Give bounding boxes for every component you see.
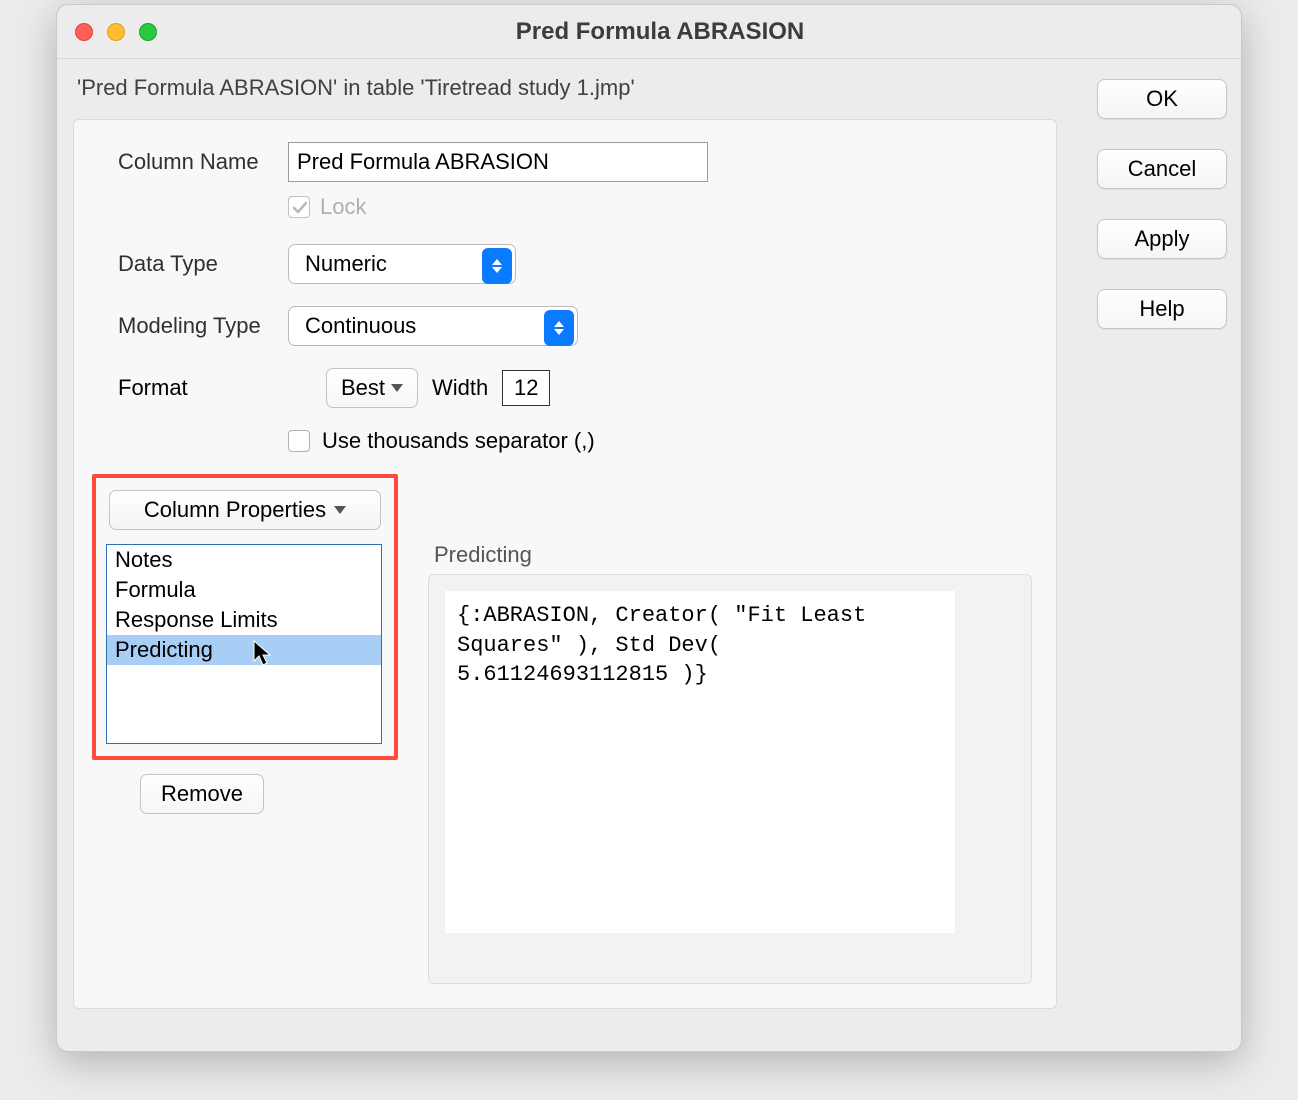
predicting-panel: {:ABRASION, Creator( "Fit Least Squares"… [428,574,1032,984]
modeling-type-label: Modeling Type [118,313,288,339]
action-buttons: OK Cancel Apply Help [1097,75,1227,1009]
check-icon [291,199,309,217]
lock-checkbox[interactable] [288,196,310,218]
format-controls: Best Width [326,368,550,408]
row-format: Format Best Width [118,368,1032,408]
close-icon[interactable] [75,23,93,41]
width-input[interactable] [502,370,550,406]
format-label: Format [118,375,288,401]
chevron-down-icon [391,384,403,392]
list-item-label: Formula [115,577,196,603]
dialog-window: Pred Formula ABRASION 'Pred Formula ABRA… [56,4,1242,1052]
list-item-label: Notes [115,547,172,573]
list-item[interactable]: Response Limits [107,605,381,635]
main-panel: Column Name Lock Data Type Numeric [73,119,1057,1009]
chevron-down-icon [334,506,346,514]
row-column-name: Column Name [118,142,1032,182]
data-type-select[interactable]: Numeric [288,244,516,284]
column-properties-button[interactable]: Column Properties [109,490,381,530]
window-title: Pred Formula ABRASION [97,18,1223,46]
help-label: Help [1139,296,1184,322]
apply-button[interactable]: Apply [1097,219,1227,259]
cancel-button[interactable]: Cancel [1097,149,1227,189]
predicting-content[interactable]: {:ABRASION, Creator( "Fit Least Squares"… [445,591,955,933]
row-data-type: Data Type Numeric [118,244,1032,284]
modeling-type-select[interactable]: Continuous [288,306,578,346]
select-arrows-icon [482,248,512,284]
help-button[interactable]: Help [1097,289,1227,329]
cursor-icon [252,639,276,667]
column-name-input[interactable] [288,142,708,182]
column-name-label: Column Name [118,149,288,175]
titlebar: Pred Formula ABRASION [57,5,1241,59]
list-item[interactable]: Notes [107,545,381,575]
context-label: 'Pred Formula ABRASION' in table 'Tiretr… [77,75,1057,101]
ok-button[interactable]: OK [1097,79,1227,119]
row-thousands-separator: Use thousands separator (,) [288,428,1032,454]
format-value: Best [341,375,385,401]
list-item-label: Predicting [115,637,213,663]
modeling-type-value: Continuous [305,313,416,339]
row-modeling-type: Modeling Type Continuous [118,306,1032,346]
data-type-value: Numeric [305,251,387,277]
list-item-selected[interactable]: Predicting [107,635,381,665]
predicting-pane: Predicting {:ABRASION, Creator( "Fit Lea… [428,542,1032,984]
ok-label: OK [1146,86,1178,112]
column-properties-label: Column Properties [144,497,326,523]
lock-label: Lock [320,194,366,220]
select-arrows-icon [544,310,574,346]
content: 'Pred Formula ABRASION' in table 'Tiretr… [57,59,1241,1023]
width-label: Width [432,375,488,401]
left-column: 'Pred Formula ABRASION' in table 'Tiretr… [73,75,1057,1009]
predicting-title: Predicting [434,542,1032,568]
thousands-separator-checkbox[interactable] [288,430,310,452]
data-type-label: Data Type [118,251,288,277]
list-item[interactable]: Formula [107,575,381,605]
thousands-separator-label: Use thousands separator (,) [322,428,595,454]
apply-label: Apply [1134,226,1189,252]
cancel-label: Cancel [1128,156,1196,182]
row-lock: Lock [288,194,1032,220]
format-button[interactable]: Best [326,368,418,408]
list-item-label: Response Limits [115,607,278,633]
